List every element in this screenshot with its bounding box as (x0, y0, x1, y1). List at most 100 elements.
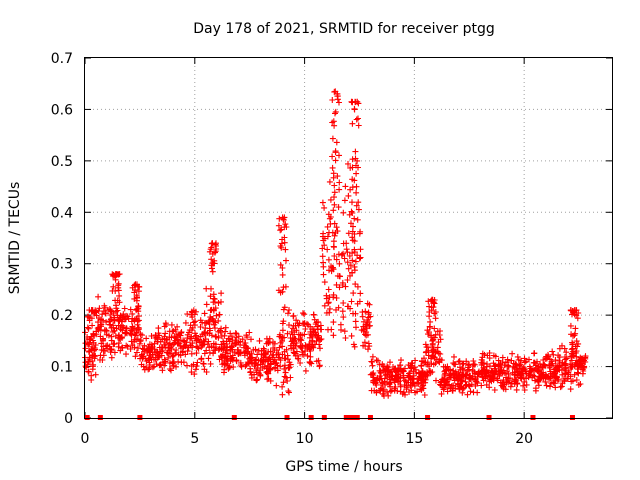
data-point (353, 189, 360, 196)
data-point (429, 340, 436, 347)
data-point (203, 347, 210, 354)
data-point (351, 177, 358, 184)
data-point (89, 337, 96, 344)
data-gap-marker (97, 415, 103, 420)
data-point (204, 341, 211, 347)
data-point (349, 156, 356, 163)
data-point (559, 380, 566, 387)
data-point (311, 316, 318, 323)
data-point (481, 351, 488, 358)
data-point (365, 346, 371, 353)
data-point (168, 345, 175, 352)
data-point (108, 354, 115, 361)
data-point (151, 346, 158, 353)
data-point (531, 350, 538, 357)
data-point (193, 363, 200, 370)
data-point (295, 322, 302, 329)
data-point (334, 272, 341, 279)
data-point (182, 351, 189, 358)
data-point (325, 300, 332, 307)
data-point (253, 356, 260, 363)
data-point (139, 332, 145, 339)
data-point (388, 387, 395, 394)
data-point (129, 323, 136, 330)
data-point (444, 363, 451, 370)
data-point (335, 204, 342, 211)
data-point (329, 153, 336, 160)
data-point (338, 326, 344, 333)
data-point (431, 325, 438, 332)
data-point (397, 383, 404, 390)
data-point (555, 364, 562, 371)
data-point (424, 369, 430, 375)
data-point (123, 325, 130, 332)
data-point (213, 246, 220, 252)
data-point (184, 331, 191, 338)
data-point (387, 359, 393, 366)
data-point (452, 361, 459, 368)
data-point (401, 377, 408, 384)
data-point (442, 370, 449, 377)
data-point (283, 346, 290, 353)
data-point (381, 375, 388, 382)
data-point (339, 308, 346, 315)
data-point (455, 358, 462, 365)
data-point (281, 355, 288, 362)
data-point (327, 196, 334, 203)
data-point (281, 239, 288, 246)
y-tick-label: 0 (64, 411, 73, 427)
data-point (115, 332, 122, 339)
data-point (108, 337, 115, 344)
data-point (279, 338, 285, 345)
data-point (335, 304, 342, 311)
data-point (197, 317, 204, 324)
data-point (321, 204, 328, 211)
data-point (522, 368, 529, 375)
data-point (500, 385, 507, 392)
data-point (338, 251, 345, 258)
data-point (356, 298, 363, 305)
data-point (403, 378, 409, 385)
data-point (432, 331, 439, 338)
data-point (460, 366, 467, 373)
y-tick-label: 0.3 (51, 257, 73, 273)
data-point (175, 340, 182, 346)
data-point (132, 281, 139, 288)
data-point (345, 230, 352, 237)
data-point (134, 294, 140, 301)
data-point (172, 326, 179, 333)
data-point (331, 194, 337, 201)
data-point (511, 378, 518, 385)
data-point (526, 372, 533, 379)
data-gap-marker (486, 415, 492, 420)
data-point (503, 374, 510, 381)
data-point (131, 344, 138, 351)
data-gap-marker (530, 415, 536, 420)
data-point (479, 367, 486, 374)
data-point (101, 326, 108, 333)
data-point (514, 353, 521, 360)
data-gap-marker (231, 415, 237, 420)
data-point (247, 354, 254, 361)
data-point (115, 287, 122, 294)
data-point (470, 361, 477, 368)
data-point (540, 364, 546, 371)
data-point (137, 355, 144, 362)
data-point (222, 343, 228, 350)
data-point (116, 292, 123, 299)
data-gap-marker (569, 415, 575, 420)
data-point (125, 315, 132, 322)
data-point (452, 368, 459, 375)
data-point (273, 382, 280, 389)
data-point (228, 346, 234, 353)
data-point (342, 335, 349, 341)
data-point (210, 316, 216, 322)
data-point (399, 390, 406, 397)
data-point (88, 315, 95, 322)
data-point (178, 345, 184, 352)
data-point (387, 388, 394, 395)
data-point (100, 308, 107, 315)
data-point (421, 355, 427, 362)
data-point (283, 257, 289, 264)
data-point (248, 371, 255, 378)
